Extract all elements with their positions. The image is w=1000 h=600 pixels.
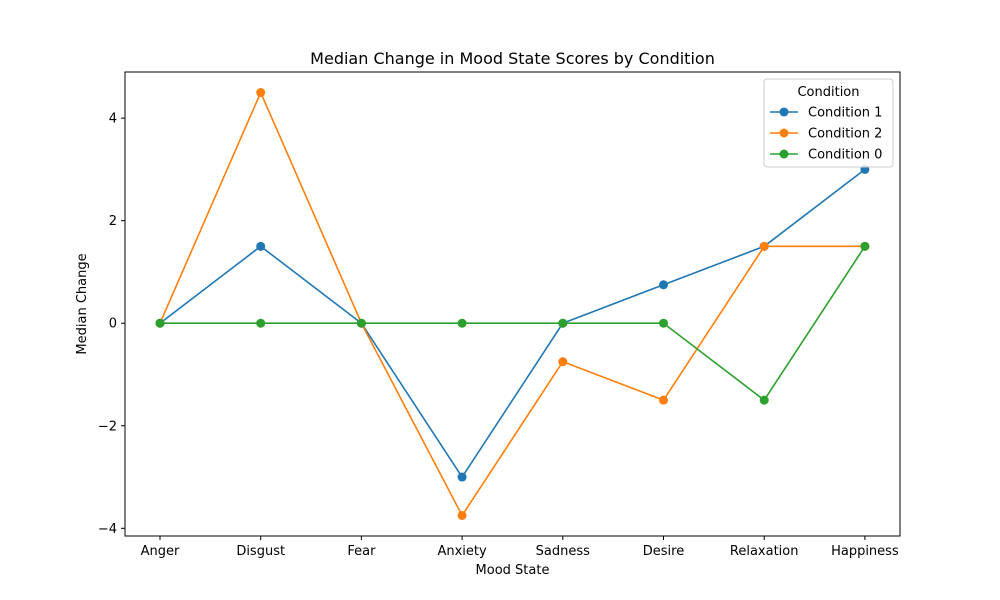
plot-frame: [124, 71, 901, 537]
legend-swatch-marker: [779, 149, 789, 159]
y-tick-label: 2: [109, 214, 117, 229]
legend-title: Condition: [797, 85, 859, 100]
legend-swatch-marker: [779, 107, 789, 117]
data-point: [256, 88, 266, 98]
x-tick-label: Relaxation: [730, 544, 799, 559]
x-axis-ticks: Anger Disgust Fear Anxiety Sadness Desire Rela…: [141, 536, 899, 559]
x-tick-label: Desire: [643, 544, 684, 559]
series-group: [155, 88, 870, 520]
x-tick-label: Happiness: [831, 544, 899, 559]
x-tick-label: Sadness: [536, 544, 590, 559]
legend-entry-label: Condition 1: [808, 106, 882, 121]
y-tick-label: −2: [98, 419, 117, 434]
series-line: [159, 91, 865, 517]
data-point: [457, 472, 467, 482]
data-point: [860, 241, 870, 251]
x-tick-label: Anxiety: [437, 544, 487, 559]
x-tick-label: Fear: [347, 544, 376, 559]
x-tick-label: Anger: [141, 544, 180, 559]
series-line: [160, 245, 866, 401]
data-point: [659, 280, 668, 290]
data-point: [155, 318, 165, 328]
data-point: [457, 318, 467, 328]
data-point: [558, 357, 568, 367]
y-tick-label: −4: [98, 522, 117, 537]
legend-entries: Condition 1 Condition 2 Condition 0: [770, 106, 882, 163]
y-tick-label: 0: [109, 317, 117, 332]
legend-box: [763, 78, 894, 168]
chart-title: Median Change in Mood State Scores by Co…: [310, 49, 715, 68]
y-axis-label: Median Change: [75, 253, 90, 354]
y-tick-label: 4: [109, 112, 117, 127]
data-point: [659, 395, 668, 405]
x-tick-label: Disgust: [236, 544, 285, 559]
data-point: [759, 395, 769, 405]
legend-entry-label: Condition 0: [808, 148, 882, 163]
data-point: [256, 241, 266, 251]
legend-swatch-marker: [779, 128, 789, 138]
data-point: [256, 318, 266, 328]
data-point: [356, 318, 366, 328]
x-axis-label: Mood State: [476, 563, 550, 578]
y-axis-ticks: −4 −2 0 2 4: [98, 112, 125, 537]
data-point: [759, 241, 769, 251]
data-point: [457, 510, 467, 520]
data-point: [659, 318, 668, 328]
legend-entry-label: Condition 2: [808, 127, 882, 142]
series-line: [159, 168, 866, 478]
data-point: [558, 318, 568, 328]
